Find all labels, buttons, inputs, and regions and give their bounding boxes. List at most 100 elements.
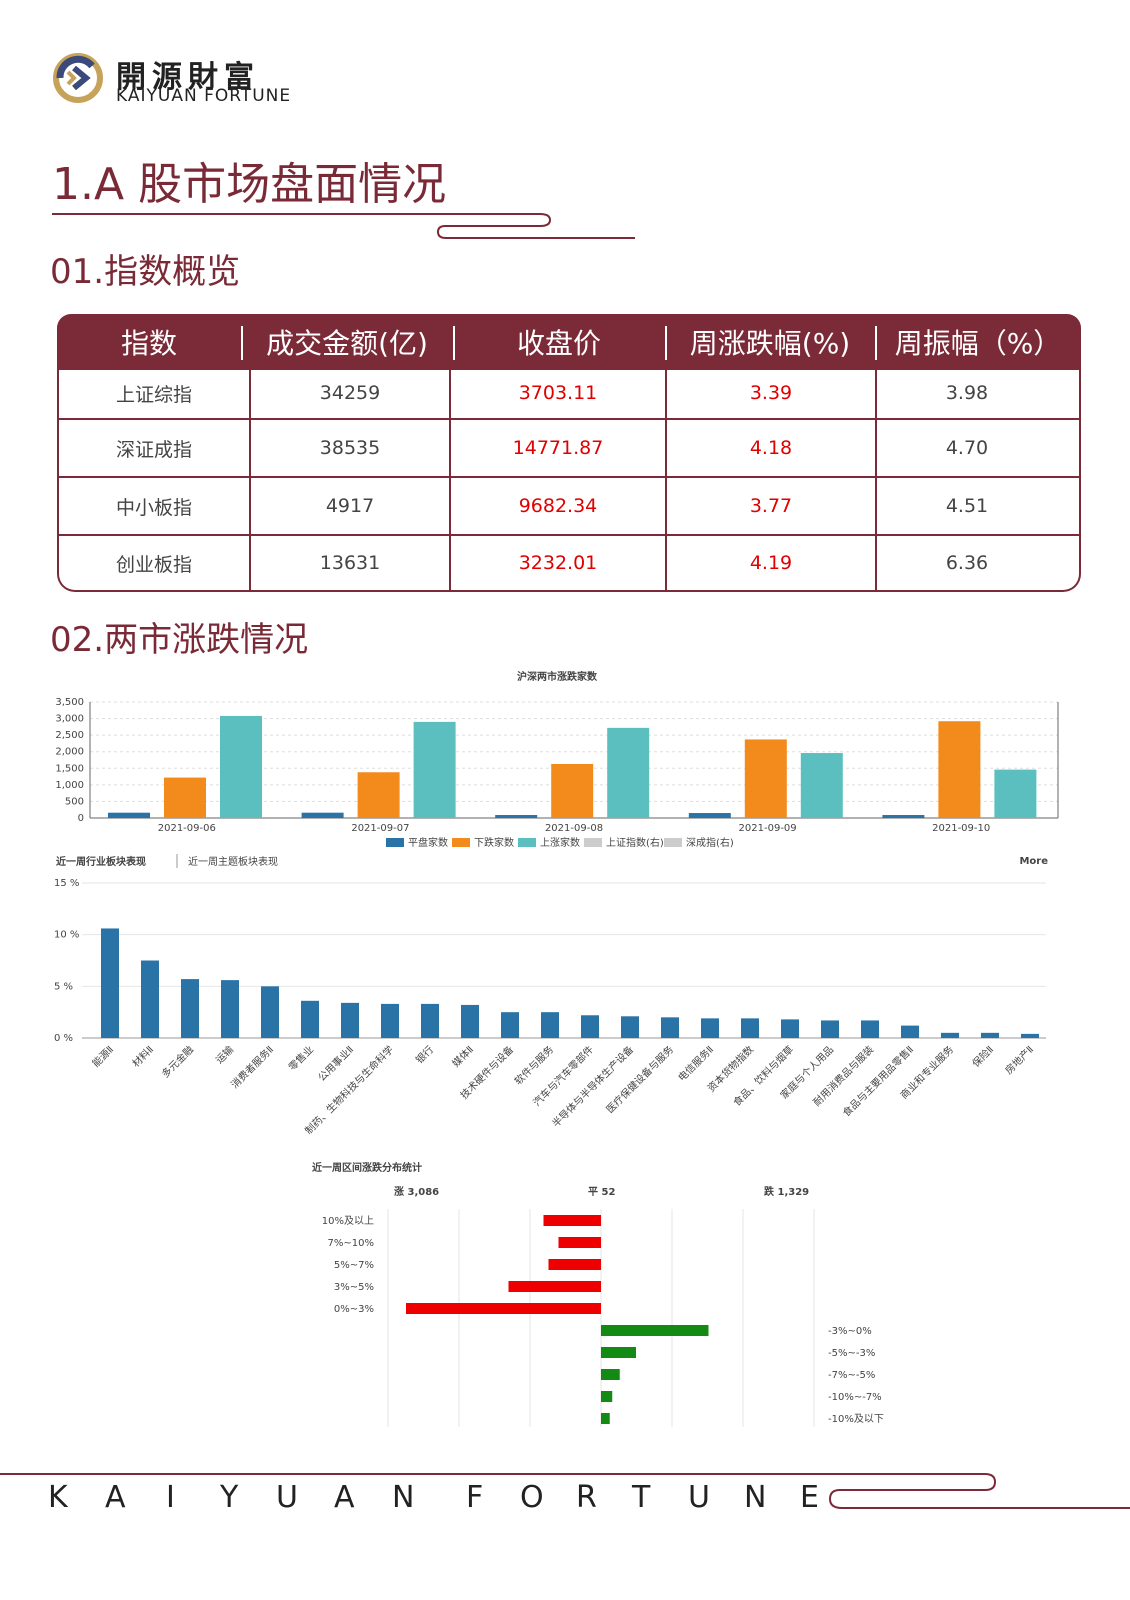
- bar-平盘家数: [301, 812, 344, 818]
- cell-weekly-change: 4.19: [665, 536, 875, 590]
- up-bar: [543, 1215, 601, 1226]
- footer-letter: O: [520, 1480, 544, 1515]
- footer-letter: R: [576, 1480, 597, 1515]
- x-tick-label: 电信服务Ⅱ: [675, 1043, 716, 1084]
- footer-letter: U: [276, 1480, 298, 1515]
- col-header-index: 指数: [120, 327, 177, 360]
- summary-up: 涨 3,086: [394, 1185, 439, 1198]
- table-row: 中小板指 4917 9682.34 3.77 4.51: [59, 476, 1079, 534]
- summary-flat: 平 52: [588, 1186, 615, 1198]
- up-range-label: 0%~3%: [334, 1304, 374, 1315]
- legend-label: 下跌家数: [474, 836, 514, 849]
- footer-letter: U: [688, 1480, 710, 1515]
- cell-close: 3703.11: [449, 368, 665, 418]
- y-tick-label: 5 %: [54, 981, 73, 992]
- sector-bar: [381, 1003, 399, 1038]
- x-tick-label: 多元金融: [159, 1043, 196, 1080]
- sector-bar: [981, 1032, 999, 1038]
- sector-bar: [261, 986, 279, 1038]
- cell-index-name: 创业板指: [115, 553, 192, 576]
- legend-label: 上涨家数: [540, 836, 580, 849]
- cell-index-name: 中小板指: [115, 496, 192, 519]
- cell-weekly-change: 4.18: [665, 420, 875, 476]
- down-bar: [601, 1369, 620, 1380]
- sector-bar: [101, 928, 119, 1038]
- down-range-label: -10%及以下: [828, 1413, 884, 1425]
- footer-letter: F: [466, 1480, 484, 1515]
- footer-decoration: [0, 1473, 1130, 1509]
- down-bar: [601, 1413, 610, 1424]
- legend-label: 平盘家数: [408, 836, 448, 849]
- cell-volume: 38535: [249, 420, 449, 476]
- sector-bar: [541, 1012, 559, 1038]
- kaiyuan-logo-icon: [53, 53, 103, 103]
- sector-bar: [301, 1000, 319, 1038]
- down-bar: [601, 1347, 636, 1358]
- bar-下跌家数: [744, 739, 787, 818]
- x-tick-label: 媒体Ⅱ: [450, 1044, 476, 1070]
- up-range-label: 7%~10%: [328, 1238, 374, 1249]
- sector-bar: [581, 1015, 599, 1038]
- sector-bar: [821, 1020, 839, 1038]
- bar-下跌家数: [357, 772, 400, 818]
- sector-bar: [741, 1018, 759, 1038]
- table-row: 深证成指 38535 14771.87 4.18 4.70: [59, 418, 1079, 476]
- y-tick-label: 3,000: [55, 714, 84, 725]
- x-tick-label: 半导体与半导体生产设备: [549, 1043, 636, 1130]
- tab-industry[interactable]: 近一周行业板块表现: [56, 855, 146, 868]
- sector-bar: [901, 1025, 919, 1038]
- sector-bar: [461, 1004, 479, 1038]
- cell-amplitude: 4.70: [875, 420, 1057, 476]
- down-range-label: -10%~-7%: [828, 1392, 882, 1403]
- col-header-amplitude: 周振幅（%）: [875, 314, 1081, 370]
- footer-letter: N: [392, 1480, 415, 1515]
- cell-amplitude: 3.98: [875, 368, 1057, 418]
- tab-theme[interactable]: 近一周主题板块表现: [188, 855, 278, 868]
- cell-index-name: 深证成指: [115, 438, 192, 461]
- legend-label: 上证指数(右): [606, 836, 664, 849]
- legend-label: 深成指(右): [686, 836, 734, 849]
- y-tick-label: 2,500: [55, 730, 84, 741]
- footer-letter: E: [800, 1480, 819, 1515]
- legend-swatch: [518, 838, 536, 847]
- table-body: 上证综指 34259 3703.11 3.39 3.98 深证成指 38535 …: [57, 368, 1081, 592]
- y-tick-label: 0 %: [54, 1033, 73, 1044]
- bar-上涨家数: [607, 727, 650, 818]
- bar-下跌家数: [938, 721, 981, 818]
- up-bar: [508, 1281, 601, 1292]
- cell-close: 9682.34: [449, 478, 665, 534]
- more-link[interactable]: More: [1019, 856, 1048, 867]
- cell-close: 3232.01: [449, 536, 665, 590]
- y-tick-label: 2,000: [55, 747, 84, 758]
- section-title: 1.A 股市场盘面情况: [52, 159, 447, 210]
- chart-title: 沪深两市涨跌家数: [517, 670, 598, 683]
- x-tick-label: 2021-09-09: [739, 823, 797, 834]
- x-tick-label: 2021-09-07: [351, 823, 409, 834]
- updown-count-chart: 沪深两市涨跌家数 0 500 1,000 1,500 2,000 2,500 3,000 3,5…: [55, 670, 1059, 849]
- sector-bar: [621, 1016, 639, 1038]
- cell-index-name: 上证综指: [115, 383, 192, 406]
- bar-下跌家数: [164, 777, 206, 818]
- up-bar: [558, 1237, 601, 1248]
- y-tick-label: 1,000: [55, 780, 84, 791]
- col-header-weekly-change: 周涨跌幅(%): [665, 314, 875, 370]
- table-row: 上证综指 34259 3703.11 3.39 3.98: [59, 368, 1079, 418]
- bar-平盘家数: [108, 812, 150, 818]
- table-header: 指数 成交金额(亿) 收盘价 周涨跌幅(%) 周振幅（%）: [57, 314, 1081, 370]
- up-bar: [548, 1259, 601, 1270]
- cell-volume: 4917: [249, 478, 449, 534]
- index-table: 指数 成交金额(亿) 收盘价 周涨跌幅(%) 周振幅（%） 上证综指 34259…: [57, 314, 1081, 592]
- y-tick-label: 1,500: [55, 763, 84, 774]
- sector-bar: [701, 1018, 719, 1038]
- y-tick-label: 15 %: [54, 878, 79, 889]
- sector-bar: [341, 1002, 359, 1038]
- sector-bar: [861, 1020, 879, 1038]
- down-range-label: -7%~-5%: [828, 1370, 875, 1381]
- x-tick-label: 软件与服务: [512, 1043, 557, 1088]
- legend-swatch: [584, 838, 602, 847]
- up-range-label: 3%~5%: [334, 1282, 374, 1293]
- y-tick-label: 3,500: [55, 697, 84, 708]
- table-row: 创业板指 13631 3232.01 4.19 6.36: [59, 534, 1079, 590]
